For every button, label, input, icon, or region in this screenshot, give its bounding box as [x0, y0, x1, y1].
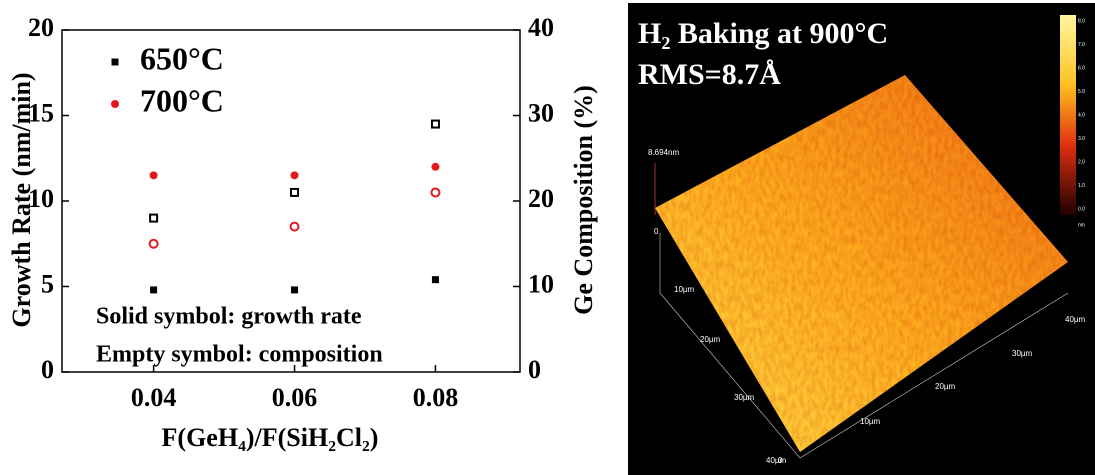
colorbar-label: 1.0	[1078, 183, 1085, 189]
marker	[431, 276, 439, 284]
y-tick-label: 5	[41, 269, 54, 298]
x-axis-label: F(GeH₄)/F(SiH₂Cl₂)	[162, 423, 379, 452]
axis-label: 30µm	[734, 393, 755, 402]
z-zero: 0	[654, 227, 659, 236]
axis-label: 20µm	[935, 382, 956, 391]
legend-marker	[111, 58, 119, 66]
axes-box	[659, 233, 1069, 459]
colorbar-label: 6.0	[1078, 65, 1085, 71]
axis-label: 30µm	[1012, 349, 1033, 358]
legend-label: 700°C	[140, 82, 224, 118]
axis-label: 40µm	[1065, 315, 1086, 324]
axis-label: 40µm	[766, 456, 787, 465]
colorbar-label: 2.0	[1078, 159, 1085, 165]
marker	[149, 213, 159, 223]
z-label: 8.694nm	[648, 148, 679, 157]
marker	[290, 171, 299, 180]
x-tick-label: 0.08	[413, 383, 459, 412]
colorbar	[1060, 15, 1076, 215]
marker	[148, 238, 159, 249]
marker	[431, 162, 440, 171]
marker	[290, 187, 300, 197]
annotation: Empty symbol: composition	[96, 342, 383, 368]
legend-marker	[111, 100, 119, 108]
marker	[430, 119, 440, 129]
y-axis-label: Growth Rate (nm/min)	[7, 72, 36, 327]
axis-label: 10µm	[674, 285, 695, 294]
image-title: H₂ Baking at 900°C	[638, 17, 888, 50]
origin-label: 0	[778, 456, 783, 465]
axis-label: 20µm	[700, 335, 721, 344]
surface	[655, 75, 1068, 452]
colorbar-label: 7.0	[1078, 42, 1085, 48]
y-tick-label: 10	[28, 184, 54, 213]
x-tick-label: 0.04	[131, 383, 177, 412]
y-tick-label: 20	[28, 13, 54, 42]
rms-label: RMS=8.7Å	[638, 58, 781, 91]
afm-image: H₂ Baking at 900°C RMS=8.7Å 8.694nm 0 0 …	[628, 3, 1095, 475]
y2-tick-label: 40	[528, 13, 554, 42]
chart: F(GeH₄)/F(SiH₂Cl₂) Growth Rate (nm/min) …	[7, 13, 598, 452]
marker	[149, 171, 158, 180]
x-tick-label: 0.06	[272, 383, 318, 412]
y2-axis-label: Ge Composition (%)	[569, 85, 598, 315]
marker	[291, 286, 299, 294]
marker	[289, 221, 300, 232]
colorbar-label: 4.0	[1078, 112, 1085, 118]
y2-tick-label: 10	[528, 269, 554, 298]
y2-tick-label: 0	[528, 355, 541, 384]
y-tick-label: 15	[28, 98, 54, 127]
legend-label: 650°C	[140, 40, 224, 76]
y2-tick-label: 30	[528, 98, 554, 127]
y-tick-label: 0	[41, 355, 54, 384]
colorbar-label: 0.0	[1078, 206, 1085, 212]
axis-label: 10µm	[860, 417, 881, 426]
colorbar-label: 3.0	[1078, 136, 1085, 142]
colorbar-label: 8.0	[1078, 18, 1085, 24]
colorbar-unit: nm	[1078, 222, 1085, 228]
marker	[430, 187, 441, 198]
y2-tick-label: 20	[528, 184, 554, 213]
marker	[150, 286, 158, 294]
annotation: Solid symbol: growth rate	[96, 304, 362, 330]
colorbar-label: 5.0	[1078, 89, 1085, 95]
